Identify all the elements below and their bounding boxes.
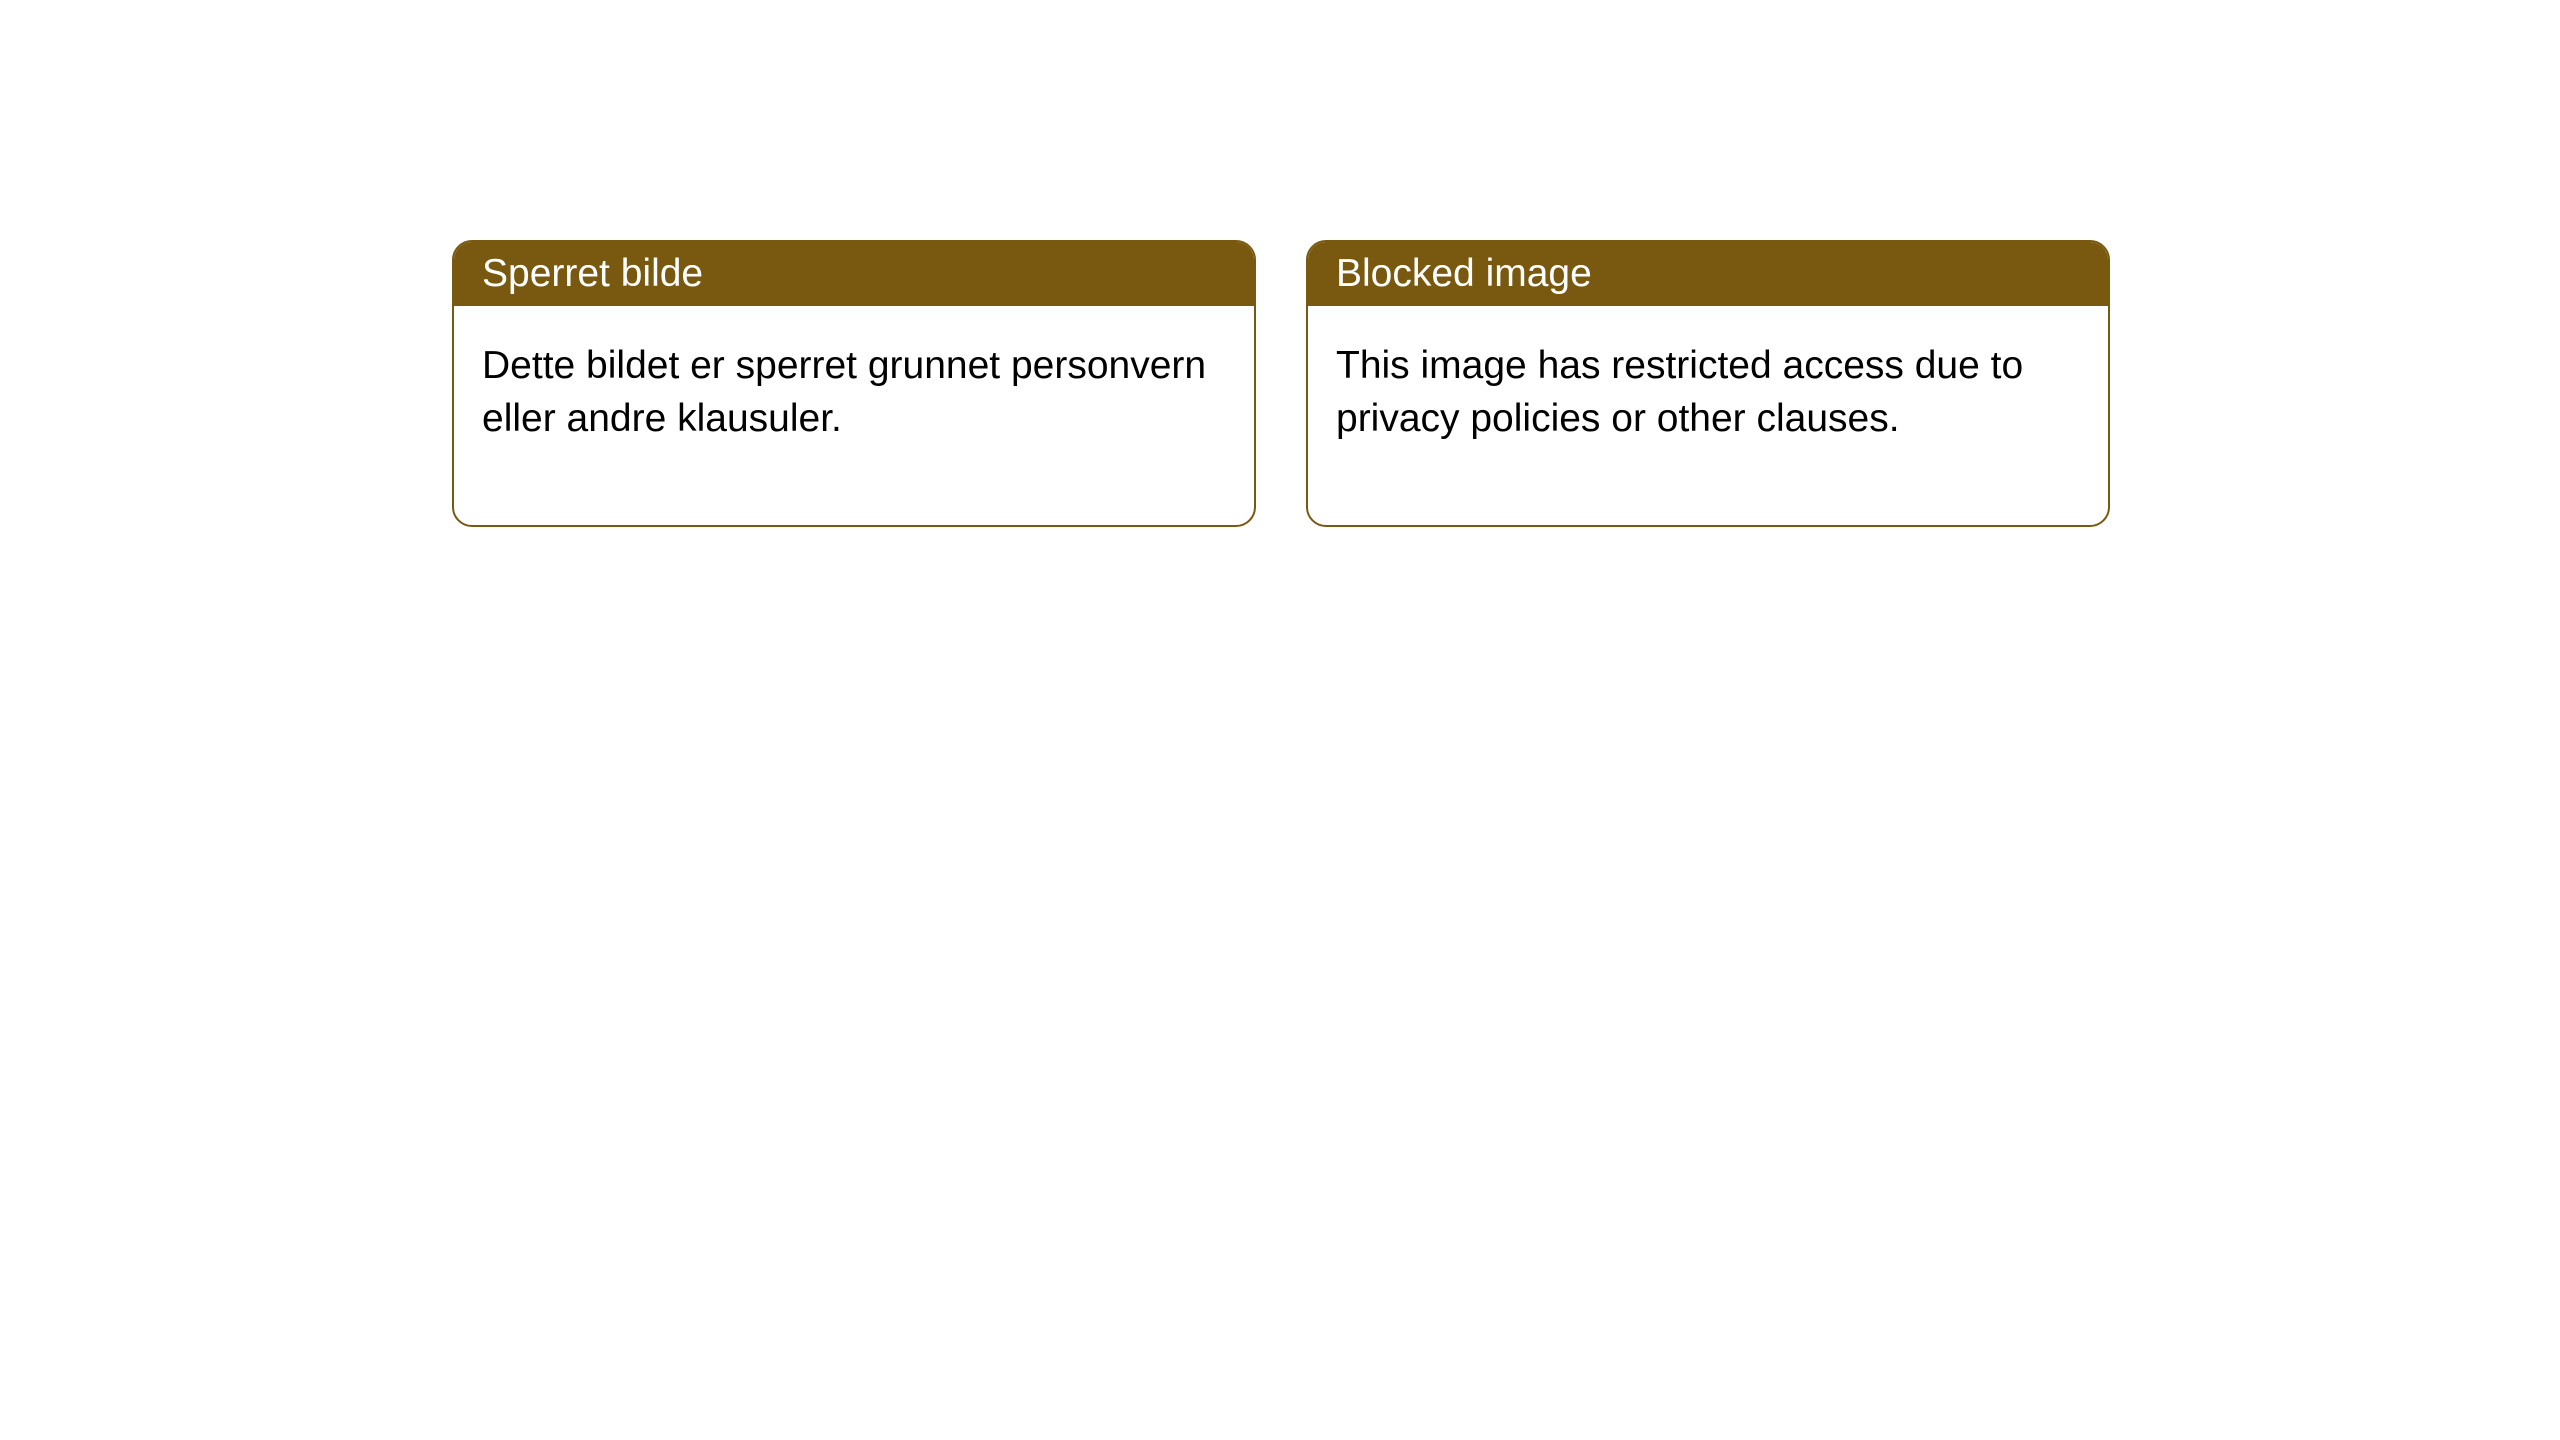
notice-container: Sperret bilde Dette bildet er sperret gr… [0,0,2560,527]
notice-card-english: Blocked image This image has restricted … [1306,240,2110,527]
notice-title: Blocked image [1336,252,1592,295]
notice-card-norwegian: Sperret bilde Dette bildet er sperret gr… [452,240,1256,527]
notice-text: This image has restricted access due to … [1336,344,2023,440]
notice-body: Dette bildet er sperret grunnet personve… [454,306,1254,525]
notice-header: Blocked image [1308,242,2108,306]
notice-body: This image has restricted access due to … [1308,306,2108,525]
notice-title: Sperret bilde [482,252,703,295]
notice-text: Dette bildet er sperret grunnet personve… [482,344,1206,440]
notice-header: Sperret bilde [454,242,1254,306]
